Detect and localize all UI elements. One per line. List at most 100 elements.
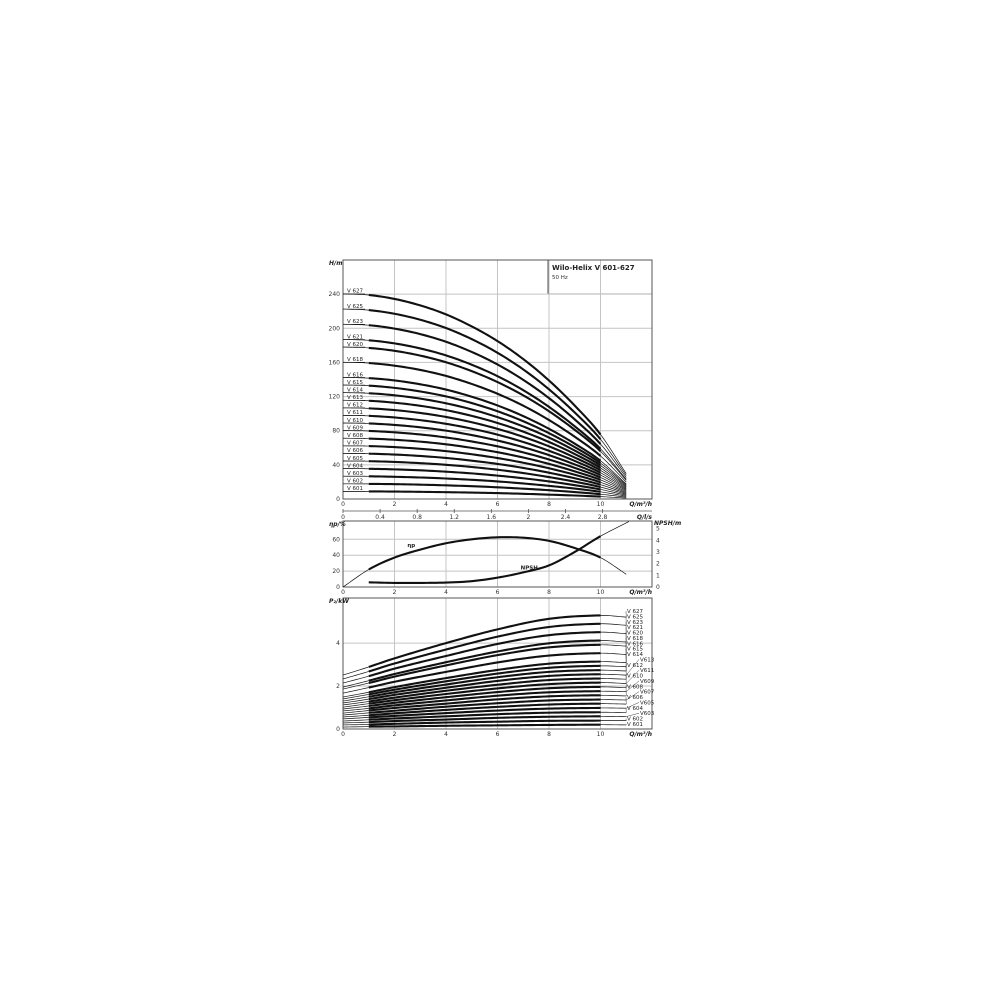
series-label: V 612 bbox=[347, 403, 363, 409]
head-curve-extension bbox=[600, 489, 627, 496]
power-curve-operating bbox=[368, 614, 601, 668]
efficiency-curve-extension bbox=[342, 569, 369, 588]
x-axis-label: Q/m³/h bbox=[629, 589, 652, 596]
head-curve-extension bbox=[600, 462, 627, 486]
power-curve-operating bbox=[368, 702, 601, 717]
y2-tick-label: 1 bbox=[656, 572, 660, 579]
y-tick-label: 200 bbox=[329, 325, 341, 332]
power-curve-extension bbox=[600, 661, 627, 663]
head-curve-extension bbox=[600, 467, 627, 488]
head-curve-operating bbox=[368, 346, 602, 452]
head-curve-operating bbox=[368, 293, 602, 436]
head-curve-operating bbox=[368, 324, 602, 445]
series-label: V 608 bbox=[347, 433, 364, 439]
series-label: V 606 bbox=[627, 695, 644, 701]
series-label: V 603 bbox=[347, 471, 364, 477]
npsh-curve-label: NPSH bbox=[521, 565, 539, 571]
head-curve-extension bbox=[600, 455, 627, 483]
series-label: V605 bbox=[640, 700, 655, 706]
power-curve-operating bbox=[368, 681, 601, 705]
head-curve-extension bbox=[600, 460, 627, 485]
series-label: V 627 bbox=[627, 609, 644, 615]
y2-axis-label: NPSH/m bbox=[654, 520, 681, 527]
series-label: V607 bbox=[640, 690, 655, 696]
x-tick-label: 8 bbox=[547, 731, 551, 738]
series-leader-line bbox=[626, 713, 640, 717]
series-label: V 618 bbox=[627, 636, 644, 642]
power-curve-operating bbox=[368, 631, 601, 678]
series-label: V 616 bbox=[627, 641, 644, 647]
head-curve-extension bbox=[600, 439, 627, 476]
series-leader-line bbox=[626, 659, 640, 676]
head-curve-extension bbox=[600, 486, 627, 495]
power-curve-extension bbox=[600, 673, 627, 676]
series-label: V 604 bbox=[347, 463, 364, 469]
series-leader-line bbox=[626, 702, 640, 709]
power-curve-operating bbox=[368, 677, 601, 703]
power-curve-extension bbox=[342, 671, 369, 680]
head-curve-extension bbox=[600, 450, 627, 481]
power-curve-extension bbox=[600, 644, 627, 647]
power-curve-extension bbox=[600, 682, 627, 684]
y-tick-label: 40 bbox=[332, 552, 340, 559]
panel-head: 0 2 4 6 8 10 0 40 80 120 160 200 240 H/m Q/m³/h 0 0.4 0.8… bbox=[329, 259, 653, 521]
head-curve-operating bbox=[368, 414, 601, 474]
power-curve-extension bbox=[342, 666, 369, 676]
power-curve-operating bbox=[368, 673, 601, 701]
head-curve-operating bbox=[368, 445, 601, 484]
series-label: V 612 bbox=[627, 663, 643, 669]
power-curve-extension bbox=[342, 675, 369, 684]
x-tick-label: 2 bbox=[393, 589, 397, 596]
power-curve-extension bbox=[342, 721, 369, 724]
y2-tick-label: 0 bbox=[656, 584, 660, 591]
power-curve-extension bbox=[600, 640, 627, 643]
plot-frame bbox=[342, 259, 653, 500]
power-curve-operating bbox=[368, 622, 601, 673]
series-label: V 610 bbox=[347, 418, 364, 424]
head-curve-extension bbox=[600, 479, 627, 492]
series-label: V 602 bbox=[627, 717, 643, 723]
series-label: V 606 bbox=[347, 448, 364, 454]
series-leader-line bbox=[626, 670, 640, 684]
power-curve-extension bbox=[342, 698, 369, 704]
efficiency-curve-label: ηp bbox=[407, 543, 415, 549]
series-label: V 623 bbox=[627, 620, 644, 626]
power-curve-extension bbox=[342, 708, 369, 712]
y-tick-label: 240 bbox=[329, 291, 341, 298]
power-curve-operating bbox=[368, 706, 601, 719]
y-tick-label: 20 bbox=[332, 568, 340, 575]
head-curve-operating bbox=[368, 452, 601, 486]
head-curve-operating bbox=[368, 475, 601, 493]
power-curve-operating bbox=[368, 715, 601, 724]
power-curve-operating bbox=[368, 639, 601, 682]
series-label: V 605 bbox=[347, 456, 364, 462]
x-tick-label: 8 bbox=[547, 501, 551, 508]
series-label: V 608 bbox=[627, 684, 644, 690]
head-curve-extension bbox=[600, 472, 627, 489]
series-label: V 601 bbox=[627, 722, 643, 728]
series-label: V 625 bbox=[347, 304, 364, 310]
series-leader-line bbox=[626, 691, 640, 701]
power-curve-operating bbox=[368, 664, 601, 696]
series-label: V 618 bbox=[347, 357, 364, 363]
power-curve-extension bbox=[600, 678, 627, 680]
head-curve-operating bbox=[368, 422, 601, 477]
power-curve-operating bbox=[368, 652, 601, 689]
x-tick-label: 4 bbox=[444, 589, 448, 596]
x-tick-label: 2 bbox=[393, 501, 397, 508]
power-curve-operating bbox=[368, 690, 601, 710]
y-axis-label: H/m bbox=[329, 260, 342, 267]
x2-axis-label: Q/l/s bbox=[637, 514, 653, 521]
power-curve-extension bbox=[342, 717, 369, 720]
head-curve-extension bbox=[600, 477, 627, 491]
chart-subtitle: 50 Hz bbox=[552, 275, 568, 281]
y2-tick-label: 5 bbox=[656, 526, 660, 533]
power-curve-extension bbox=[600, 669, 627, 672]
series-label: V 623 bbox=[347, 319, 364, 325]
npsh-curve-operating bbox=[368, 535, 602, 585]
power-curve-extension bbox=[600, 652, 627, 655]
x2-tick-label: 0.4 bbox=[375, 514, 385, 521]
power-curve-extension bbox=[342, 691, 369, 698]
